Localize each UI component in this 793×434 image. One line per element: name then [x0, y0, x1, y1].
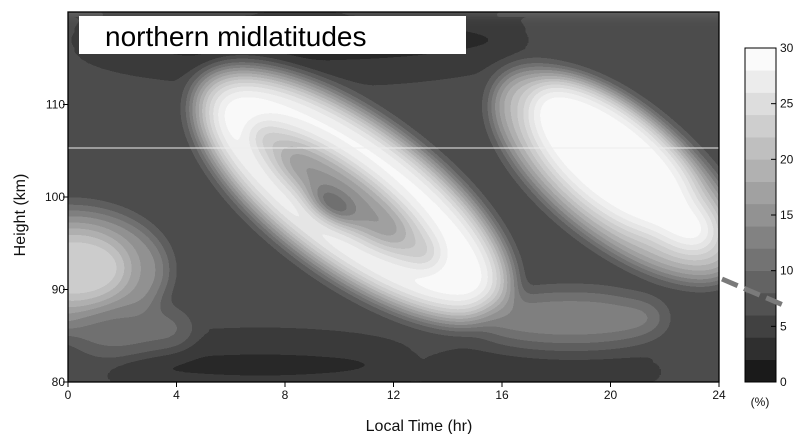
colorbar-swatch [745, 337, 776, 361]
colorbar-ticks: 0 5 10 15 20 25 30 [771, 41, 793, 389]
x-axis: 0 4 8 12 16 20 24 [65, 382, 726, 402]
y-tick-label: 80 [52, 375, 66, 389]
chart-title: northern midlatitudes [105, 21, 366, 52]
colorbar-swatch [745, 203, 776, 227]
colorbar-tick-label: 5 [780, 319, 787, 333]
x-tick-label: 24 [712, 388, 726, 402]
colorbar-tick-label: 10 [780, 264, 793, 278]
x-tick-label: 0 [65, 388, 72, 402]
colorbar-swatches [745, 48, 776, 383]
title-box: northern midlatitudes [79, 16, 466, 54]
colorbar-tick-label: 20 [780, 152, 793, 166]
annotation-dashed-line [721, 276, 784, 308]
colorbar-tick-label: 30 [780, 41, 793, 55]
colorbar-tick-label: 15 [780, 208, 793, 222]
colorbar-swatch [745, 48, 776, 71]
colorbar-swatch [745, 159, 776, 182]
y-axis-title: Height (km) [12, 174, 29, 257]
contour-field [68, 12, 719, 382]
colorbar-swatch [745, 315, 776, 338]
y-tick-label: 110 [46, 98, 65, 112]
colorbar-swatch [745, 248, 776, 271]
colorbar-swatch [745, 181, 776, 205]
x-tick-label: 12 [387, 388, 401, 402]
y-tick-label: 90 [52, 283, 66, 297]
x-tick-label: 20 [604, 388, 618, 402]
x-tick-label: 8 [282, 388, 289, 402]
plot-area [67, 11, 720, 383]
colorbar-swatch [745, 270, 776, 294]
x-tick-label: 16 [495, 388, 509, 402]
colorbar-swatch [745, 359, 776, 383]
colorbar-swatch [745, 114, 776, 138]
y-tick-label: 100 [45, 190, 65, 204]
colorbar-tick-label: 25 [780, 97, 793, 111]
x-axis-title: Local Time (hr) [366, 418, 473, 434]
x-tick-label: 4 [173, 388, 180, 402]
colorbar-swatch [745, 137, 776, 160]
colorbar-swatch [745, 92, 776, 116]
y-axis: 80 90 100 110 [45, 98, 68, 389]
colorbar: 0 5 10 15 20 25 30 (%) [744, 41, 793, 409]
colorbar-unit: (%) [751, 395, 770, 409]
colorbar-swatch [745, 70, 776, 93]
colorbar-tick-label: 0 [780, 375, 787, 389]
colorbar-swatch [745, 292, 776, 316]
colorbar-swatch [745, 226, 776, 249]
